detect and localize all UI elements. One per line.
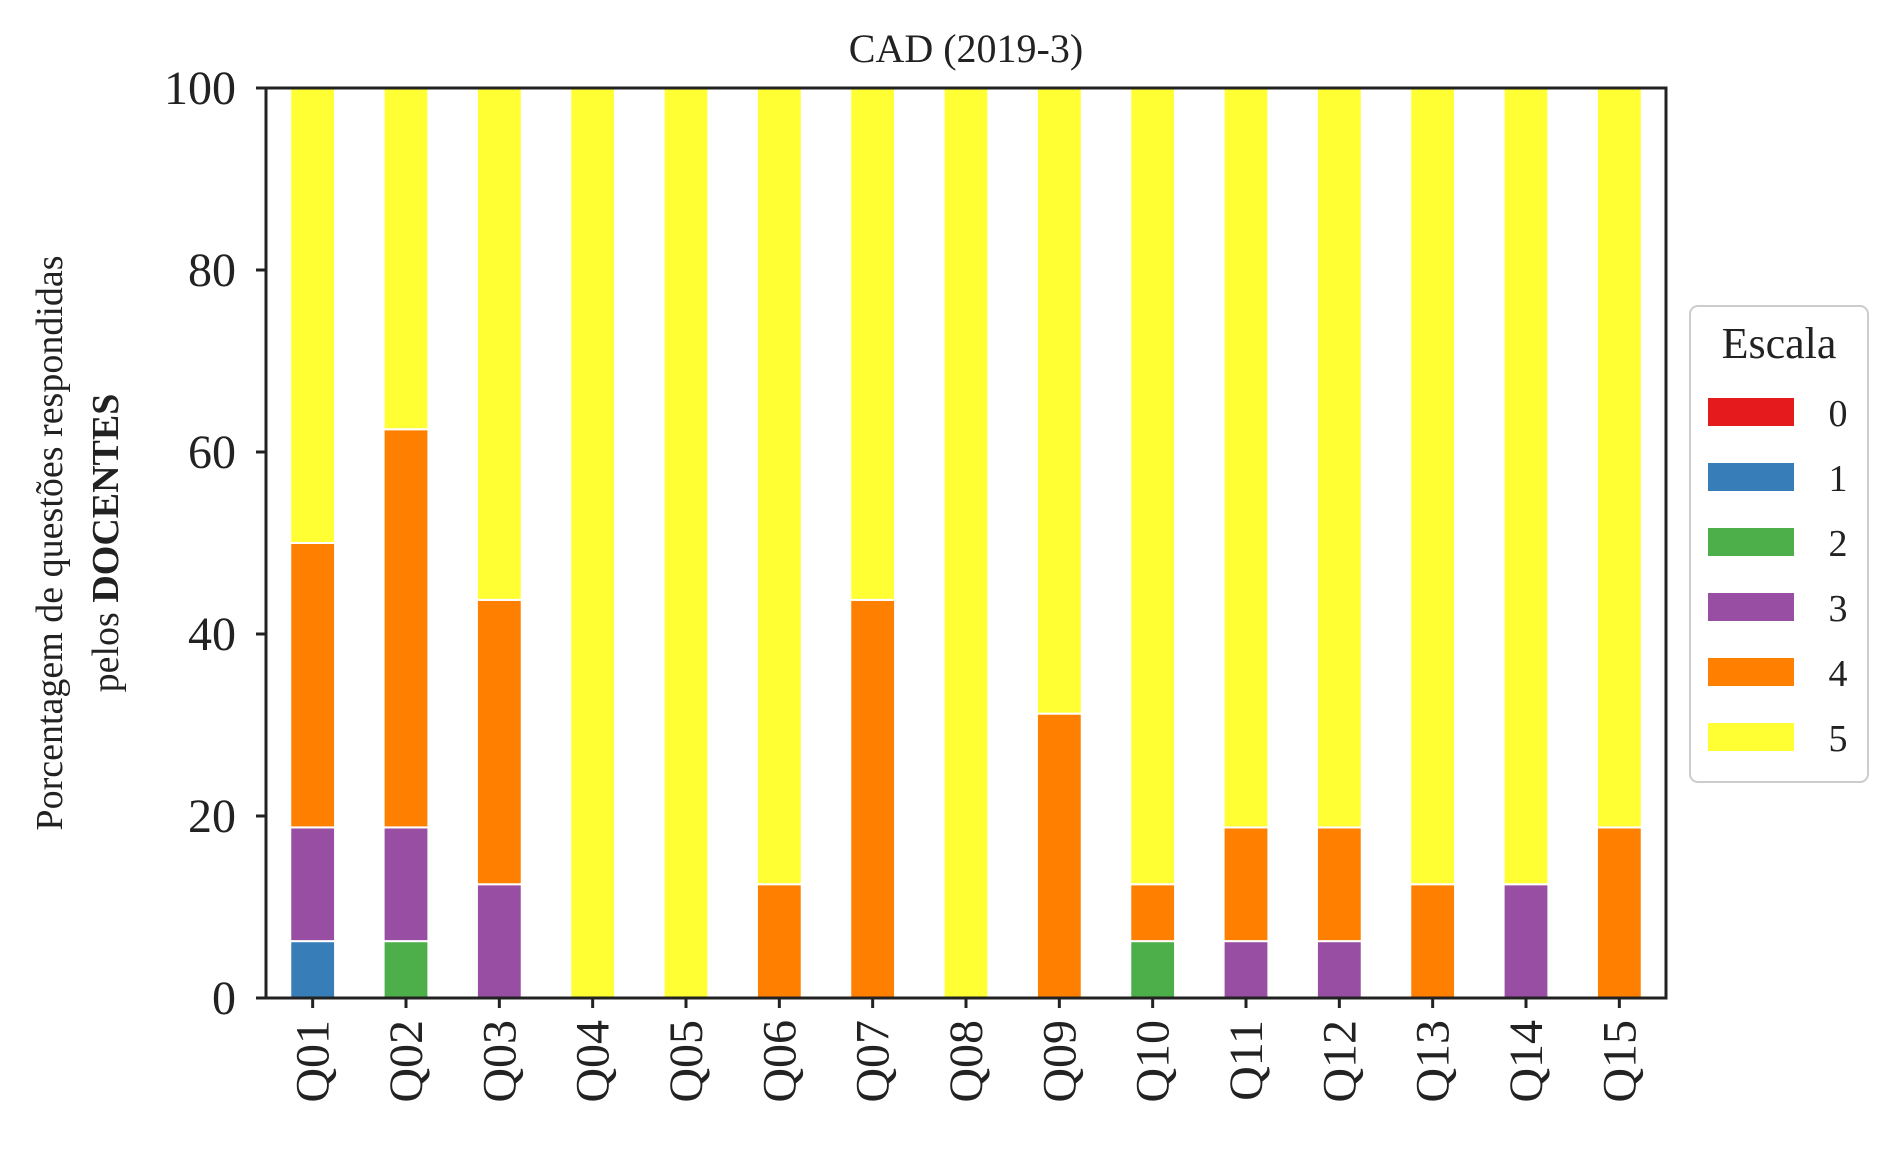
y-axis-label-bold: DOCENTES bbox=[85, 394, 127, 603]
legend: Escala 0 1 2 3 4 5 bbox=[1689, 305, 1869, 783]
y-tick-label: 100 bbox=[164, 62, 236, 115]
bar-q01-scale-3 bbox=[289, 826, 337, 943]
bar-q15-scale-4 bbox=[1595, 826, 1643, 1000]
bar-q08-scale-5 bbox=[942, 87, 990, 999]
y-tick-label: 20 bbox=[188, 790, 236, 843]
y-axis-label: Porcentagem de questões respondidas pelo… bbox=[29, 255, 127, 830]
bar-q07-scale-5 bbox=[849, 87, 897, 601]
legend-swatch-2 bbox=[1708, 528, 1794, 556]
bar-q04-scale-5 bbox=[569, 87, 617, 999]
x-tick-label: Q12 bbox=[1313, 1020, 1366, 1103]
bar-q01-scale-1 bbox=[289, 940, 337, 1000]
x-tick-label: Q11 bbox=[1220, 1020, 1273, 1101]
bar-q12-scale-3 bbox=[1315, 940, 1363, 1000]
legend-label-0: 0 bbox=[1829, 393, 1848, 435]
x-tick-label: Q14 bbox=[1500, 1020, 1553, 1103]
x-tick-label: Q02 bbox=[380, 1020, 433, 1103]
y-tick-label: 40 bbox=[188, 608, 236, 661]
bar-q11-scale-4 bbox=[1222, 826, 1270, 943]
bar-q02-scale-2 bbox=[382, 940, 430, 1000]
legend-label-3: 3 bbox=[1829, 588, 1848, 630]
y-tick-label: 80 bbox=[188, 244, 236, 297]
bar-q10-scale-5 bbox=[1129, 87, 1177, 886]
chart-title: CAD (2019-3) bbox=[849, 26, 1083, 71]
y-axis-ticks: 0 20 40 60 80 100 bbox=[164, 62, 266, 1025]
bar-q12-scale-4 bbox=[1315, 826, 1363, 943]
bars-group bbox=[289, 87, 1643, 1000]
legend-label-4: 4 bbox=[1829, 653, 1848, 695]
bar-q11-scale-3 bbox=[1222, 940, 1270, 1000]
x-tick-label: Q03 bbox=[473, 1020, 526, 1103]
legend-label-1: 1 bbox=[1829, 458, 1848, 500]
bar-q03-scale-5 bbox=[475, 87, 523, 601]
bar-q13-scale-5 bbox=[1409, 87, 1457, 886]
bar-q10-scale-2 bbox=[1129, 940, 1177, 1000]
x-tick-label: Q04 bbox=[567, 1020, 620, 1103]
y-axis-label-prefix: pelos bbox=[85, 603, 127, 693]
bar-q02-scale-3 bbox=[382, 826, 430, 943]
bar-q15-scale-5 bbox=[1595, 87, 1643, 829]
bar-q07-scale-4 bbox=[849, 598, 897, 1000]
legend-swatch-0 bbox=[1708, 398, 1794, 426]
legend-label-5: 5 bbox=[1829, 718, 1848, 760]
legend-swatch-5 bbox=[1708, 723, 1794, 751]
bar-q06-scale-5 bbox=[755, 87, 803, 886]
bar-q03-scale-4 bbox=[475, 598, 523, 886]
x-tick-label: Q08 bbox=[940, 1020, 993, 1103]
bar-q05-scale-5 bbox=[662, 87, 710, 999]
bar-q13-scale-4 bbox=[1409, 883, 1457, 999]
legend-title: Escala bbox=[1722, 319, 1837, 368]
bar-q12-scale-5 bbox=[1315, 87, 1363, 829]
x-tick-label: Q10 bbox=[1127, 1020, 1180, 1103]
legend-items: 0 1 2 3 4 5 bbox=[1708, 393, 1848, 760]
bar-q01-scale-5 bbox=[289, 87, 337, 544]
x-tick-label: Q05 bbox=[660, 1020, 713, 1103]
x-tick-label: Q15 bbox=[1593, 1020, 1646, 1103]
bar-q14-scale-5 bbox=[1502, 87, 1550, 886]
y-tick-label: 60 bbox=[188, 426, 236, 479]
x-tick-label: Q06 bbox=[753, 1020, 806, 1103]
bar-q03-scale-3 bbox=[475, 883, 523, 999]
bar-q10-scale-4 bbox=[1129, 883, 1177, 943]
legend-label-2: 2 bbox=[1829, 523, 1848, 565]
x-tick-label: Q07 bbox=[847, 1020, 900, 1103]
bar-q09-scale-5 bbox=[1035, 87, 1083, 715]
x-tick-label: Q01 bbox=[287, 1020, 340, 1103]
legend-swatch-1 bbox=[1708, 463, 1794, 491]
bar-q01-scale-4 bbox=[289, 542, 337, 829]
x-axis-ticks: Q01 Q02 Q03 Q04 Q05 Q06 Q07 Q08 Q09 Q10 Q11 Q12 Q13 Q… bbox=[287, 998, 1646, 1103]
y-axis-label-line2: pelos DOCENTES bbox=[85, 394, 127, 693]
bar-q09-scale-4 bbox=[1035, 712, 1083, 1000]
y-tick-label: 0 bbox=[212, 972, 236, 1025]
y-axis-label-line1: Porcentagem de questões respondidas bbox=[29, 255, 71, 830]
x-tick-label: Q13 bbox=[1407, 1020, 1460, 1103]
bar-q06-scale-4 bbox=[755, 883, 803, 999]
bar-q02-scale-4 bbox=[382, 428, 430, 829]
legend-swatch-4 bbox=[1708, 658, 1794, 686]
bar-q02-scale-5 bbox=[382, 87, 430, 431]
bar-q11-scale-5 bbox=[1222, 87, 1270, 829]
x-tick-label: Q09 bbox=[1033, 1020, 1086, 1103]
bar-q14-scale-3 bbox=[1502, 883, 1550, 999]
legend-swatch-3 bbox=[1708, 593, 1794, 621]
